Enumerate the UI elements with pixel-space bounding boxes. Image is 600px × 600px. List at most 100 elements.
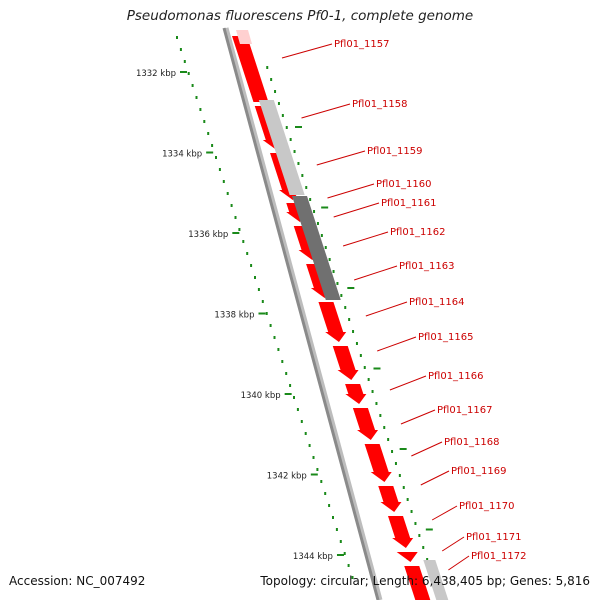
major-tick [336, 554, 344, 556]
minor-tick [340, 294, 343, 297]
gene-block-light [423, 560, 449, 600]
minor-tick [293, 396, 295, 399]
minor-tick [414, 522, 417, 525]
scale-label: 1338 kbp [214, 311, 254, 321]
minor-tick [265, 312, 268, 315]
minor-tick [277, 348, 280, 351]
minor-tick [269, 324, 272, 327]
minor-tick [215, 156, 217, 159]
minor-tick [273, 336, 276, 339]
scale-label: 1340 kbp [241, 391, 281, 401]
minor-tick [320, 480, 323, 483]
gene-arrow [318, 302, 347, 342]
minor-tick [328, 258, 331, 261]
minor-tick [211, 144, 214, 147]
gene-label: Pfl01_1168 [444, 437, 500, 448]
minor-tick [238, 228, 241, 231]
minor-tick [289, 138, 292, 141]
gene-label: Pfl01_1169 [451, 466, 507, 477]
major-tick [310, 473, 318, 476]
minor-tick [293, 150, 296, 153]
major-tick [321, 206, 329, 209]
genome-title: Pseudomonas fluorescens Pf0-1, complete … [126, 8, 474, 24]
major-tick [232, 232, 240, 234]
minor-tick [285, 126, 288, 129]
minor-tick [398, 474, 401, 477]
gene-arrow [345, 384, 367, 404]
gene-arrow [378, 486, 402, 512]
scale-ticks: 1332 kbp 1334 kbp 1336 kbp 1338 kbp 1340 kbp… [136, 36, 440, 597]
gene-block-light [258, 100, 305, 195]
leader-line [342, 231, 389, 247]
minor-tick [246, 252, 249, 255]
minor-tick [339, 540, 342, 543]
minor-tick [324, 492, 327, 495]
minor-tick [226, 192, 229, 195]
gene-labels: Pfl01_1157 Pfl01_1158 Pfl01_1159 Pfl01_1160… [281, 39, 527, 571]
minor-tick [285, 372, 288, 375]
gene-label: Pfl01_1164 [409, 297, 465, 308]
minor-tick [218, 168, 221, 171]
minor-tick [297, 162, 300, 165]
gene-label: Pfl01_1157 [334, 39, 390, 50]
major-tick [206, 151, 214, 154]
minor-tick [266, 66, 269, 69]
minor-tick [309, 198, 312, 201]
minor-tick [176, 36, 178, 39]
major-tick [295, 126, 302, 128]
minor-tick [379, 414, 382, 417]
gene-label: Pfl01_1160 [376, 179, 432, 190]
scale-label: 1332 kbp [136, 69, 176, 79]
minor-tick [300, 420, 303, 423]
leader-line [377, 336, 417, 352]
backbone-shadow [223, 27, 383, 600]
gene-block-dark [292, 196, 341, 300]
genome-summary: Topology: circular; Length: 6,438,405 bp… [260, 574, 590, 588]
minor-tick [281, 114, 284, 117]
minor-tick [394, 462, 397, 465]
gene-track [232, 30, 449, 600]
minor-tick [426, 558, 429, 561]
minor-tick [277, 102, 280, 105]
minor-tick [422, 546, 425, 549]
gene-arrow [404, 566, 431, 600]
leader-line [420, 470, 450, 486]
backbone-line [222, 27, 380, 600]
minor-tick [289, 384, 292, 387]
minor-tick [308, 444, 311, 447]
minor-tick [305, 186, 308, 189]
gene-label: Pfl01_1166 [428, 371, 484, 382]
minor-tick [359, 354, 362, 357]
scale-label: 1342 kbp [267, 472, 307, 482]
gene-arrow [396, 552, 418, 562]
gene-label: Pfl01_1171 [466, 532, 522, 543]
minor-tick [324, 246, 327, 249]
leader-line [400, 409, 436, 425]
scale-label: 1334 kbp [162, 150, 202, 160]
major-tick [180, 71, 187, 73]
minor-tick [234, 216, 237, 219]
gene-label: Pfl01_1163 [399, 261, 455, 272]
minor-tick [261, 300, 264, 303]
minor-tick [343, 552, 346, 555]
minor-tick [375, 402, 378, 405]
minor-tick [418, 534, 421, 537]
accession-text: Accession: NC_007492 [9, 574, 146, 588]
gene-label: Pfl01_1158 [352, 99, 408, 110]
gene-arrow [232, 36, 269, 102]
minor-tick [371, 390, 374, 393]
minor-tick [312, 456, 315, 459]
minor-tick [301, 174, 304, 177]
gene-fade [236, 30, 252, 44]
scale-label: 1336 kbp [188, 230, 228, 240]
minor-tick [195, 96, 198, 99]
major-tick [284, 393, 292, 395]
leader-line [389, 375, 427, 391]
major-tick [347, 287, 355, 289]
minor-tick [274, 90, 277, 93]
gene-label: Pfl01_1167 [437, 405, 493, 416]
minor-tick [316, 468, 319, 471]
gene-arrow [352, 408, 379, 440]
minor-tick [316, 222, 319, 225]
genome-backbone [222, 27, 383, 600]
